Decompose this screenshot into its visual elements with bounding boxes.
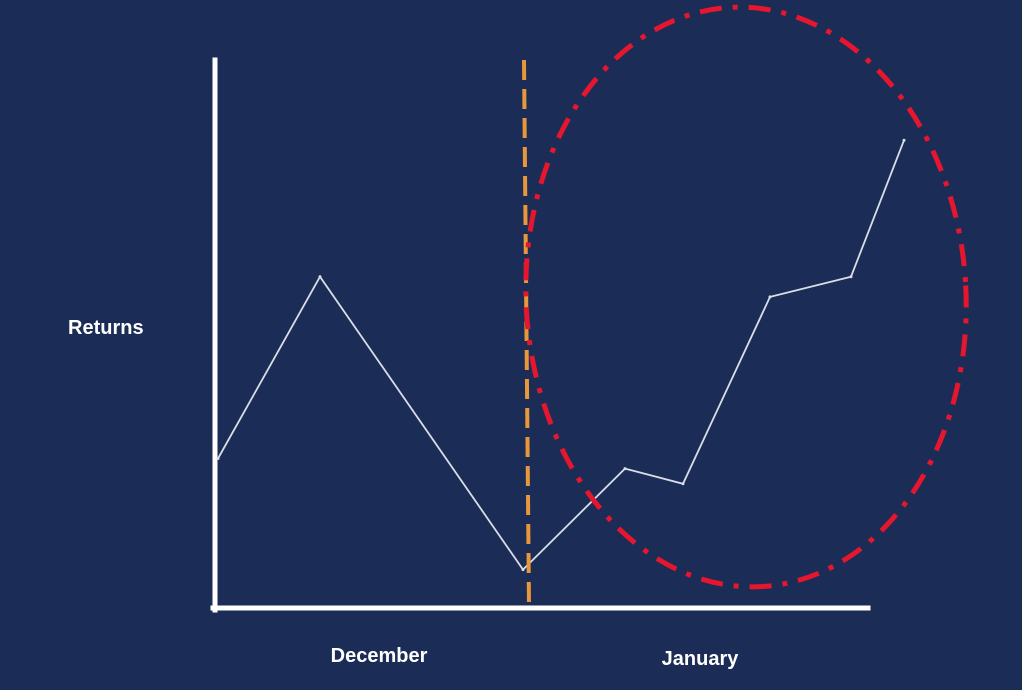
december-january-divider [522, 59, 531, 606]
plot-area [210, 4, 969, 613]
returns-point-2 [318, 275, 322, 279]
returns-point-8 [902, 138, 906, 142]
period-label-december: December [331, 645, 428, 667]
january-highlight-ellipse [523, 4, 969, 590]
returns-series-line [217, 139, 905, 571]
returns-point-3 [521, 568, 525, 572]
y-axis-label: Returns [68, 317, 144, 339]
returns-point-7 [849, 275, 853, 279]
returns-point-4 [623, 467, 627, 471]
period-label-january: January [662, 648, 740, 670]
returns-point-1 [216, 457, 220, 460]
returns-point-6 [768, 295, 772, 299]
returns-point-5 [681, 482, 685, 486]
